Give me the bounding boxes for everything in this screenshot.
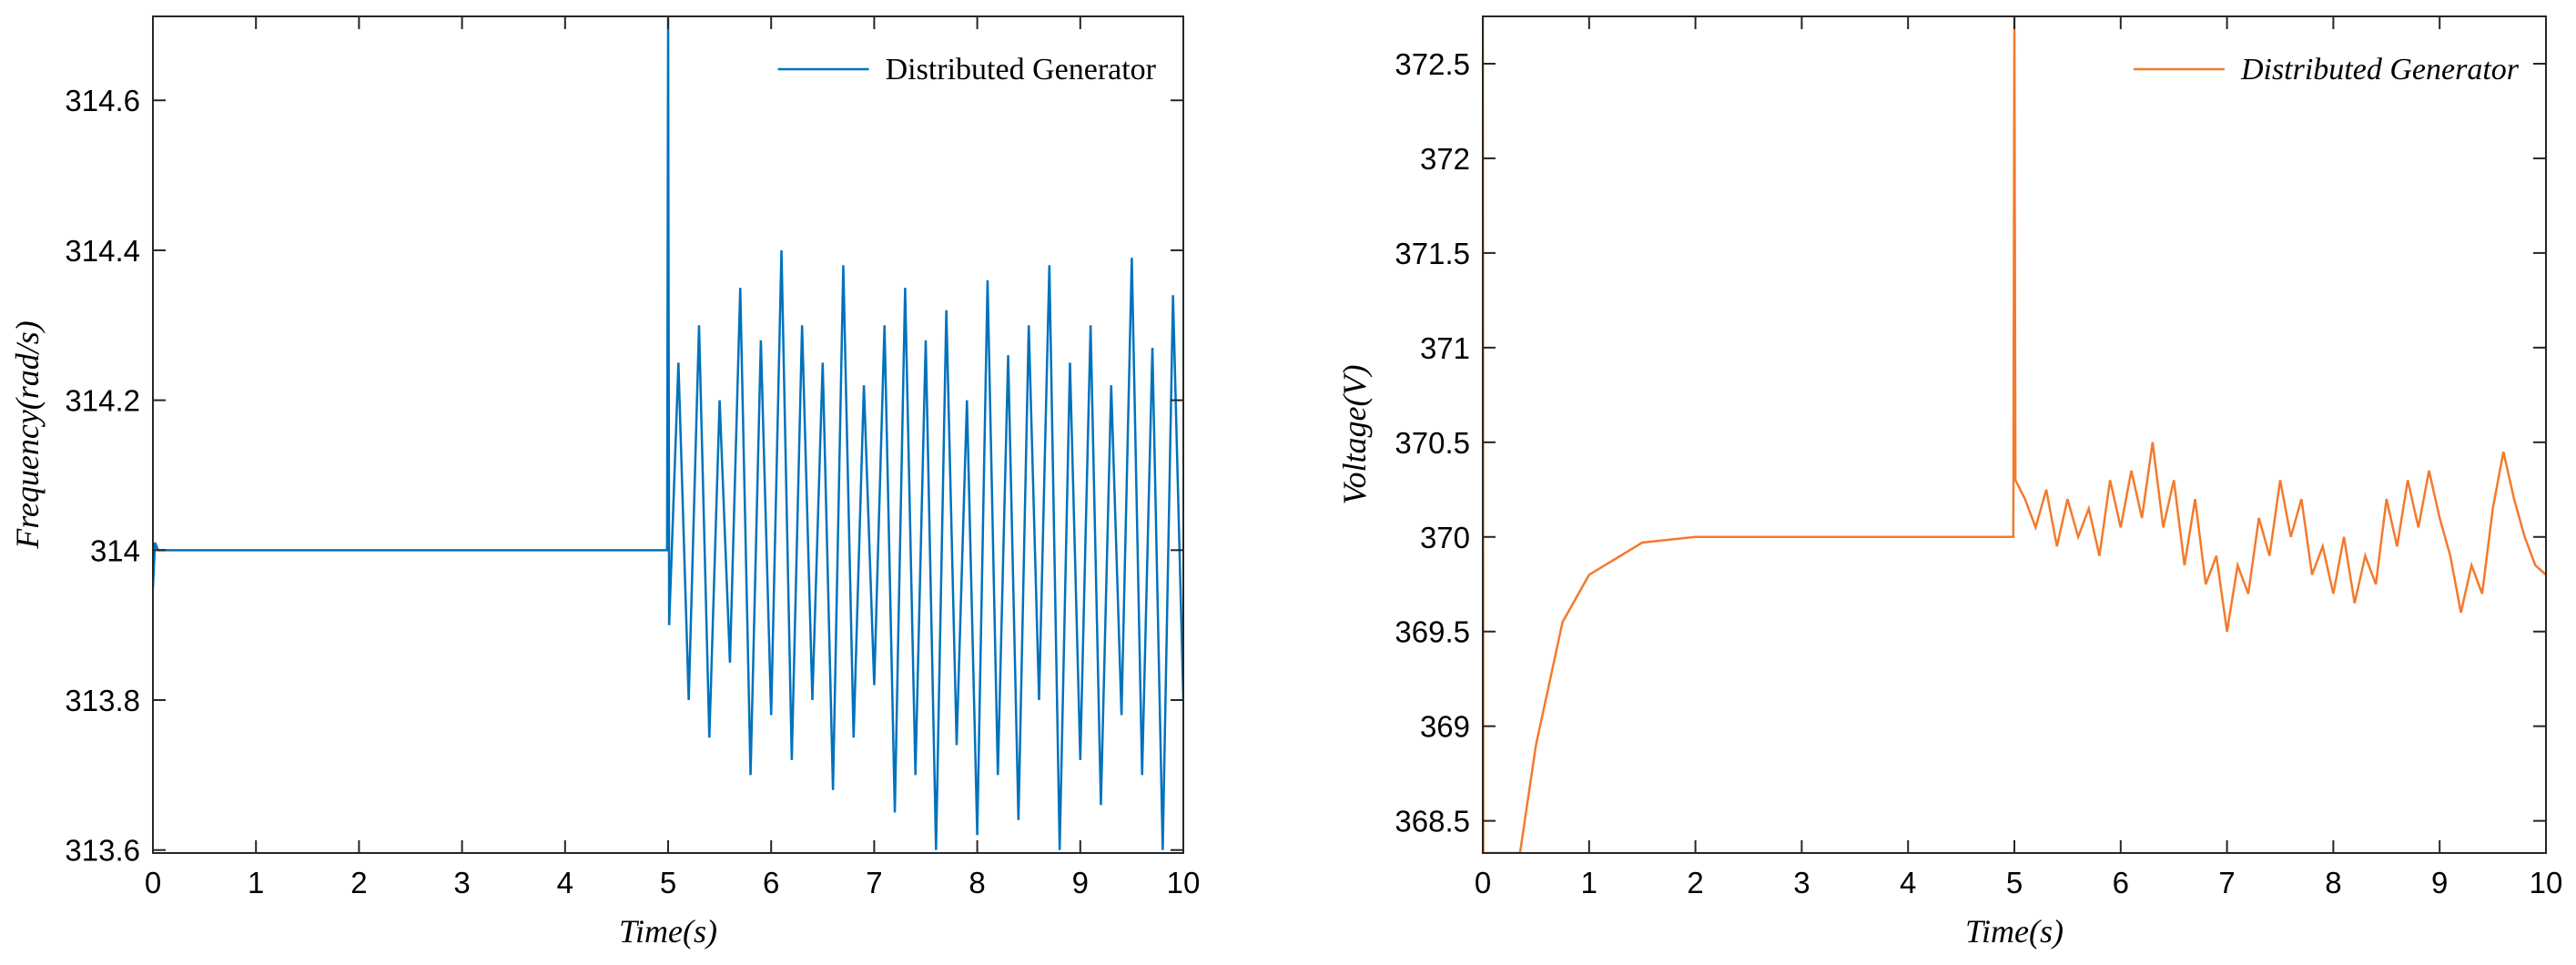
y-tick-label: 372 [1420, 142, 1470, 176]
y-tick-label: 368.5 [1394, 805, 1470, 838]
y-tick-label: 372.5 [1394, 47, 1470, 81]
y-tick-label: 314 [90, 533, 140, 567]
y-tick-label: 371.5 [1394, 237, 1470, 270]
x-tick-label: 4 [1900, 866, 1916, 899]
x-tick-label: 5 [660, 866, 676, 899]
series-line [1483, 16, 2546, 853]
y-tick-label: 313.8 [65, 684, 140, 717]
y-tick-label: 370 [1420, 521, 1470, 554]
x-tick-label: 5 [2006, 866, 2023, 899]
y-tick-label: 369.5 [1394, 615, 1470, 649]
x-axis-label: Time(s) [619, 913, 717, 950]
x-tick-label: 3 [453, 866, 470, 899]
x-tick-label: 4 [557, 866, 573, 899]
x-tick-label: 7 [866, 866, 882, 899]
x-tick-label: 8 [969, 866, 985, 899]
y-axis-label: Frequency(rad/s) [9, 320, 46, 550]
x-tick-label: 9 [1072, 866, 1089, 899]
x-tick-label: 8 [2325, 866, 2341, 899]
x-tick-label: 6 [2113, 866, 2129, 899]
x-tick-label: 0 [145, 866, 161, 899]
x-tick-label: 10 [1167, 866, 1201, 899]
x-tick-label: 1 [1581, 866, 1597, 899]
legend-label: Distributed Generator [886, 53, 1157, 86]
x-tick-label: 2 [350, 866, 367, 899]
x-tick-label: 9 [2431, 866, 2448, 899]
x-tick-label: 0 [1475, 866, 1491, 899]
series-line [153, 17, 1183, 850]
y-tick-label: 370.5 [1394, 426, 1470, 460]
legend-label: Distributed Generator [2240, 53, 2520, 86]
y-tick-label: 313.6 [65, 834, 140, 868]
y-tick-label: 314.4 [65, 234, 140, 268]
y-tick-label: 314.2 [65, 384, 140, 418]
y-tick-label: 314.6 [65, 84, 140, 117]
x-tick-label: 1 [248, 866, 264, 899]
chart: 0 1 2 3 4 5 6 7 8 9 10 313.6 313.8 314 314.2 314.4 314.6… [9, 15, 1201, 950]
y-tick-label: 369 [1420, 710, 1470, 744]
y-tick-label: 371 [1420, 331, 1470, 365]
x-tick-label: 6 [763, 866, 779, 899]
chart: 0 1 2 3 4 5 6 7 8 9 10 368.5 369 369.5 370 370.5 371 371.… [1336, 15, 2563, 950]
x-axis-label: Time(s) [1965, 913, 2064, 950]
x-tick-label: 3 [1793, 866, 1810, 899]
x-tick-label: 2 [1687, 866, 1703, 899]
x-tick-label: 10 [2530, 866, 2563, 899]
x-tick-label: 7 [2218, 866, 2235, 899]
y-axis-label: Voltage(V) [1336, 365, 1373, 505]
